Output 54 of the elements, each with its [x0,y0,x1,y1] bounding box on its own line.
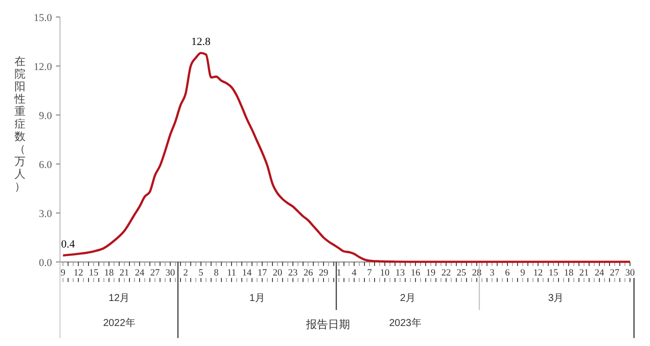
x-tick-label: 13 [395,268,406,278]
x-tick-label: 20 [272,268,283,278]
text: 2月 [400,293,416,304]
x-tick-label: 16 [410,268,420,278]
x-tick-label: 15 [548,268,558,278]
x-tick-label: 29 [318,268,329,278]
x-axis-title: 报告日期 [304,318,350,331]
x-tick-label: 30 [625,268,635,278]
x-tick-label: 28 [472,268,482,278]
x-tick-label: 25 [456,268,466,278]
data-label: 0.4 [61,238,76,250]
text: 在院阳性重症数（万人） [14,56,26,193]
y-tick-label: 3.0 [38,209,52,220]
y-tick-label: 9.0 [38,111,52,122]
text: 2023年 [389,317,422,329]
x-tick-label: 21 [579,268,590,278]
x-tick-label: 2 [183,268,188,278]
x-tick-label: 10 [380,268,390,278]
x-tick-label: 17 [257,268,268,278]
x-tick-label: 3 [490,268,495,278]
x-tick-label: 24 [134,268,145,278]
x-tick-label: 15 [88,268,99,278]
x-tick-label: 27 [150,268,160,278]
x-tick-label: 30 [166,268,176,278]
text: 3月 [548,293,564,304]
x-tick-label: 14 [242,268,252,278]
data-label: 12.8 [191,36,212,48]
y-tick-label: 12.0 [34,62,52,73]
x-tick-label: 9 [60,268,66,278]
x-tick-label: 22 [441,268,452,278]
x-tick-label: 6 [505,268,510,278]
x-tick-label: 5 [198,268,204,278]
x-tick-label: 18 [564,268,574,278]
x-tick-label: 7 [367,268,372,278]
y-tick-label: 15.0 [34,13,52,24]
x-tick-label: 11 [226,268,236,278]
x-tick-label: 23 [288,268,298,278]
text: 2022年 [103,317,136,329]
y-tick-label: 0.0 [38,258,52,269]
x-tick-label: 18 [104,268,114,278]
x-tick-label: 26 [303,268,314,278]
text: 1月 [249,293,265,304]
x-tick-label: 1 [336,268,342,278]
text: 12月 [108,293,130,304]
x-tick-label: 19 [426,268,436,278]
x-tick-label: 12 [74,268,84,278]
y-tick-label: 6.0 [38,160,52,171]
x-tick-label: 9 [520,268,526,278]
x-tick-label: 4 [352,268,357,278]
x-tick-label: 8 [214,268,219,278]
x-tick-label: 27 [610,268,620,278]
x-tick-label: 24 [594,268,604,278]
x-tick-label: 12 [533,268,544,278]
x-tick-label: 21 [120,268,130,278]
